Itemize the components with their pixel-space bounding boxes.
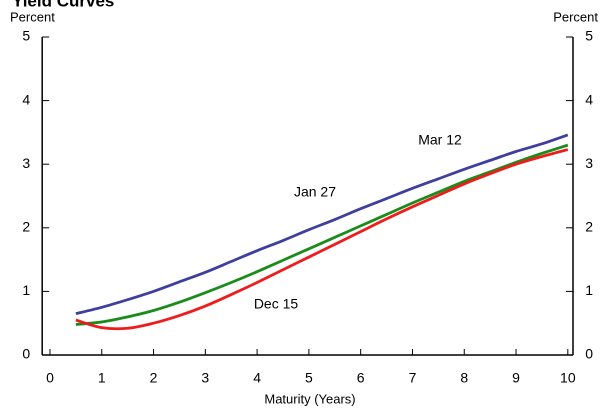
y2-tick-label: 5 [585, 28, 593, 44]
series-label: Mar 12 [418, 132, 462, 148]
x-tick-label: 0 [46, 370, 54, 386]
x-tick-label: 3 [201, 370, 209, 386]
series-line [75, 148, 569, 331]
x-tick-label: 9 [512, 370, 520, 386]
y-tick-label: 2 [22, 219, 30, 235]
y-tick-label: 0 [22, 346, 30, 362]
series-line [75, 143, 569, 326]
x-tick-label: 10 [560, 370, 576, 386]
y-tick-label: 1 [22, 282, 30, 298]
chart-title: Yield Curves [12, 0, 114, 10]
series-label: Dec 15 [254, 296, 299, 312]
x-tick-label: 8 [460, 370, 468, 386]
x-tick-label: 1 [98, 370, 106, 386]
x-tick-label: 4 [253, 370, 261, 386]
x-axis-label: Maturity (Years) [264, 391, 355, 406]
y-tick-label: 5 [22, 28, 30, 44]
x-tick-label: 6 [357, 370, 365, 386]
y2-axis-label: Percent [553, 9, 598, 24]
x-tick-label: 2 [150, 370, 158, 386]
series-label: Jan 27 [294, 184, 336, 200]
series-line [75, 133, 569, 316]
y-axis-label: Percent [10, 9, 55, 24]
y2-tick-label: 1 [585, 282, 593, 298]
y-tick-label: 4 [22, 91, 30, 107]
y-tick-label: 3 [22, 155, 30, 171]
y2-tick-label: 0 [585, 346, 593, 362]
y2-tick-label: 2 [585, 219, 593, 235]
x-tick-label: 5 [305, 370, 313, 386]
x-tick-label: 7 [409, 370, 417, 386]
y2-tick-label: 3 [585, 155, 593, 171]
y2-tick-label: 4 [585, 91, 593, 107]
